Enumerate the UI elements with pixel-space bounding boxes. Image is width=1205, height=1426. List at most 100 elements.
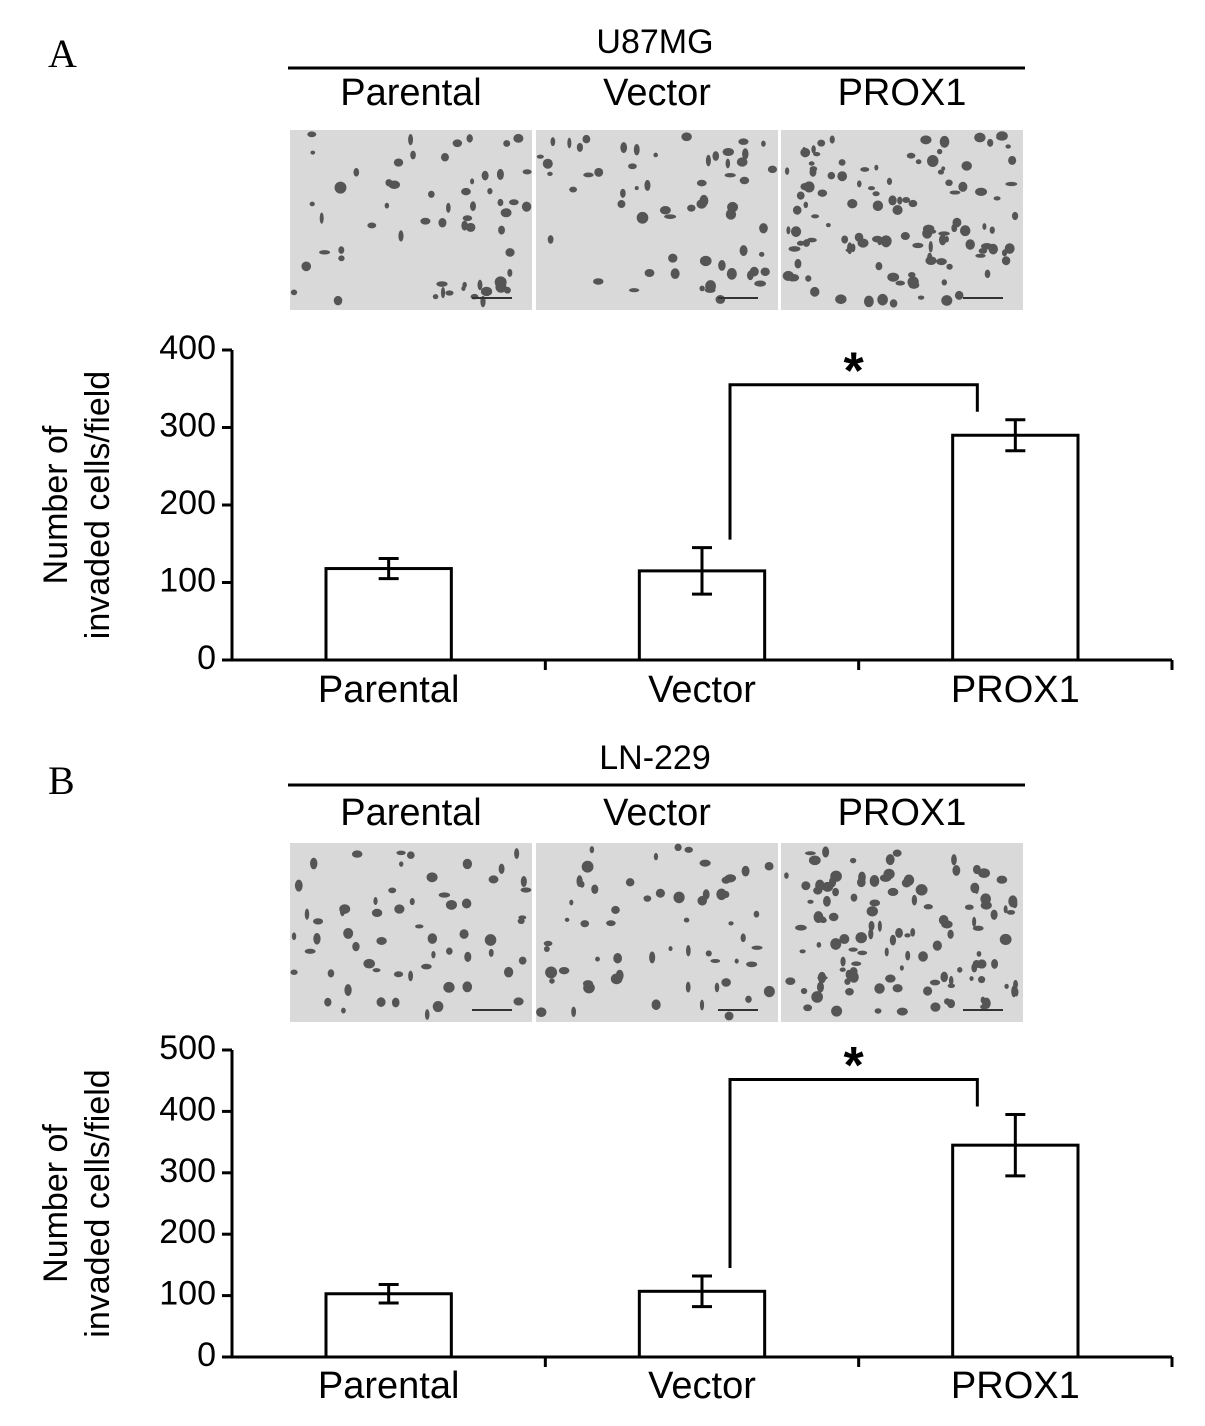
- cell: [736, 157, 748, 167]
- cell: [877, 293, 888, 306]
- cell: [975, 253, 986, 258]
- cell: [810, 286, 820, 297]
- cell: [643, 895, 652, 902]
- y-tick-label: 300: [159, 1152, 216, 1190]
- cell: [290, 969, 298, 975]
- y-tick-label: 0: [197, 1336, 216, 1374]
- cell: [1004, 983, 1009, 989]
- cell: [817, 975, 828, 980]
- cell: [930, 1002, 941, 1012]
- y-axis-label: Number of: [37, 425, 75, 584]
- cell: [974, 132, 986, 143]
- cell: [1005, 181, 1018, 187]
- cell: [517, 918, 525, 925]
- cell: [545, 966, 558, 979]
- significance-label: *: [844, 1037, 865, 1095]
- cell: [831, 1005, 843, 1017]
- cell: [503, 140, 511, 147]
- cell: [443, 981, 455, 993]
- cell: [644, 179, 651, 191]
- cell: [974, 885, 979, 894]
- cell: [312, 918, 324, 925]
- cell: [941, 166, 946, 171]
- cell: [655, 888, 666, 898]
- cell: [954, 290, 964, 300]
- cell: [333, 295, 343, 306]
- cell: [975, 187, 988, 197]
- cell: [341, 1007, 346, 1014]
- cell: [858, 871, 866, 883]
- cell: [978, 976, 986, 984]
- cell: [376, 997, 386, 1007]
- cell: [892, 849, 902, 857]
- cell: [816, 981, 824, 993]
- cell: [583, 172, 594, 178]
- cell: [521, 201, 532, 212]
- cell: [839, 967, 846, 972]
- cell: [644, 268, 655, 278]
- cell: [352, 941, 360, 952]
- cell: [543, 940, 553, 947]
- error-bar: [692, 546, 712, 596]
- cell: [513, 997, 524, 1006]
- cell: [823, 895, 831, 907]
- cell: [947, 983, 956, 988]
- cell: [338, 246, 345, 254]
- cell: [520, 887, 532, 893]
- cell: [410, 150, 416, 160]
- cell: [659, 205, 671, 215]
- cell: [1013, 979, 1018, 990]
- cell: [571, 1006, 577, 1018]
- cell: [514, 848, 520, 860]
- cell: [754, 280, 766, 287]
- cell: [396, 850, 406, 856]
- cell: [388, 887, 397, 894]
- cell: [941, 295, 953, 306]
- cell: [589, 846, 595, 854]
- cell: [351, 850, 363, 858]
- cell: [696, 179, 707, 187]
- cell: [899, 965, 904, 971]
- cell: [470, 178, 475, 185]
- cell: [699, 285, 705, 292]
- cell: [816, 942, 822, 948]
- cell: [446, 947, 453, 955]
- micrograph-bg: [290, 843, 532, 1022]
- cell: [432, 294, 439, 300]
- cell: [860, 167, 870, 172]
- cell: [850, 243, 856, 253]
- cell: [1004, 243, 1015, 254]
- cell: [947, 999, 956, 1009]
- cell: [889, 934, 897, 946]
- cell: [874, 1008, 882, 1014]
- cell: [628, 163, 637, 170]
- cell: [811, 145, 816, 154]
- cell: [497, 198, 504, 207]
- cell: [869, 875, 880, 887]
- cell: [582, 980, 594, 988]
- cell: [918, 951, 928, 962]
- cell: [593, 278, 604, 285]
- cell: [712, 151, 720, 161]
- cell: [874, 983, 885, 994]
- cell: [290, 289, 298, 296]
- cell: [634, 186, 639, 191]
- cell: [845, 987, 854, 996]
- cell: [408, 133, 414, 146]
- cell: [309, 201, 315, 207]
- cell: [790, 226, 802, 237]
- cell: [972, 925, 984, 931]
- cell: [839, 933, 850, 945]
- cell: [461, 187, 471, 196]
- cell: [877, 920, 882, 932]
- cell: [996, 134, 1008, 141]
- cell: [1008, 155, 1017, 165]
- micrograph: [536, 130, 778, 310]
- cell: [808, 855, 821, 866]
- cell: [868, 920, 875, 931]
- cell: [576, 142, 583, 153]
- cell: [886, 177, 893, 186]
- cell: [547, 171, 553, 176]
- cell: [923, 986, 933, 996]
- cell: [796, 240, 805, 246]
